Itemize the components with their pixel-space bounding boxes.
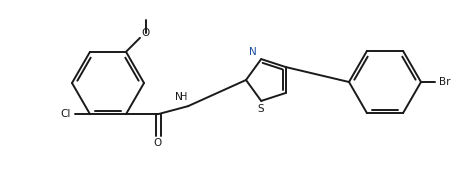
Text: Cl: Cl	[61, 109, 71, 119]
Text: S: S	[257, 104, 263, 114]
Text: H: H	[180, 92, 188, 102]
Text: N: N	[249, 47, 257, 57]
Text: Br: Br	[439, 77, 451, 87]
Text: N: N	[175, 92, 183, 102]
Text: O: O	[154, 138, 162, 148]
Text: O: O	[142, 28, 150, 38]
